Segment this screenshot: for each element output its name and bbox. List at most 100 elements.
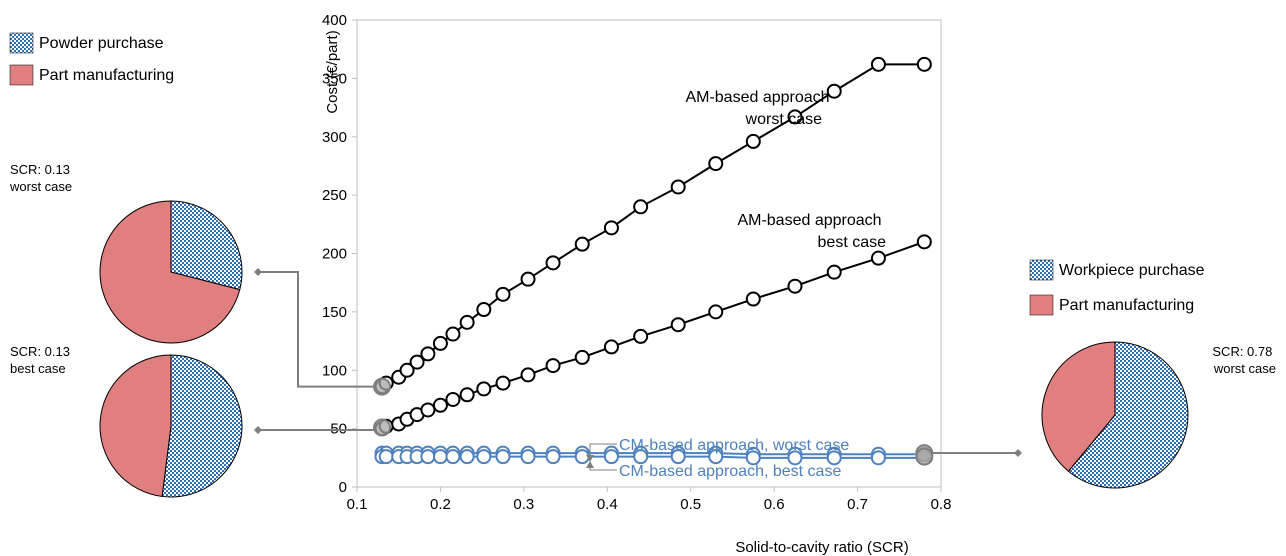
data-point	[420, 449, 436, 465]
connector-line	[258, 271, 375, 388]
data-point	[633, 449, 649, 465]
data-point	[574, 349, 590, 365]
legend-label-workpiece-purchase: Workpiece purchase	[1059, 262, 1205, 279]
data-point	[708, 304, 724, 320]
connector-endpoint	[254, 268, 262, 276]
data-point	[445, 326, 461, 342]
data-point	[745, 450, 761, 466]
x-tick-label: 0.5	[680, 496, 701, 513]
x-axis: 0.1 0.2 0.3 0.4 0.5 0.6 0.7 0.8	[347, 487, 952, 513]
cm-best-label: CM-based approach, best case	[619, 463, 841, 480]
pie-scr-013-best	[99, 354, 243, 498]
data-point	[826, 450, 842, 466]
data-point	[432, 335, 448, 351]
x-axis-label: Solid-to-cavity ratio (SCR)	[735, 539, 908, 556]
cm-best-callout: CM-based approach, best case	[586, 460, 841, 480]
data-point	[495, 449, 511, 465]
pie-caption-scr-078-worst: SCR: 0.78 worst case	[1212, 344, 1276, 376]
data-point	[399, 362, 415, 378]
data-point	[870, 250, 886, 266]
data-point	[495, 286, 511, 302]
data-point	[459, 449, 475, 465]
data-point	[574, 236, 590, 252]
data-point	[633, 199, 649, 215]
pie-caption-scr-013-worst: SCR: 0.13 worst case	[9, 162, 74, 194]
data-point	[670, 179, 686, 195]
y-tick-label: 400	[322, 12, 347, 29]
x-tick-label: 0.8	[931, 496, 952, 513]
data-point	[603, 449, 619, 465]
data-point	[870, 56, 886, 72]
data-point	[420, 402, 436, 418]
data-point	[708, 449, 724, 465]
data-point	[409, 354, 425, 370]
pie-slice	[1041, 341, 1116, 472]
data-point	[603, 220, 619, 236]
series-3	[374, 449, 932, 466]
x-tick-label: 0.6	[764, 496, 785, 513]
legend-label-part-manufacturing-right: Part manufacturing	[1059, 297, 1194, 314]
data-point	[745, 133, 761, 149]
pie-slice	[161, 354, 243, 498]
y-tick-label: 300	[322, 129, 347, 146]
data-point	[545, 255, 561, 271]
pie-slice	[99, 354, 172, 497]
connector-lines	[254, 268, 1022, 457]
series-layer	[374, 56, 932, 466]
y-axis-label: Cost (€/part)	[324, 30, 341, 113]
highlight-point	[373, 377, 392, 396]
y-tick-label: 100	[322, 362, 347, 379]
legend-swatch-workpiece-purchase	[1029, 259, 1054, 281]
data-point	[520, 449, 536, 465]
data-point	[378, 449, 394, 465]
data-point	[445, 449, 461, 465]
data-point	[420, 346, 436, 362]
data-point	[495, 375, 511, 391]
data-point	[633, 328, 649, 344]
pie-slice	[99, 200, 241, 344]
legend-swatch-part-manufacturing	[9, 64, 34, 86]
pie-slice	[1067, 341, 1189, 489]
data-point	[476, 449, 492, 465]
data-point	[745, 291, 761, 307]
y-tick-label: 200	[322, 246, 347, 263]
data-point	[574, 449, 590, 465]
legend-right: Workpiece purchase Part manufacturing	[1029, 259, 1205, 316]
data-point	[476, 302, 492, 318]
data-point	[787, 109, 803, 125]
data-point	[708, 156, 724, 172]
y-tick-label: 250	[322, 187, 347, 204]
data-point	[459, 314, 475, 330]
cm-worst-callout: CM-based approach, worst case	[586, 437, 849, 462]
legend-swatch-part-manufacturing-right	[1029, 294, 1054, 316]
pie-scr-013-worst	[99, 200, 243, 344]
legend-left: Powder purchase Part manufacturing	[9, 32, 174, 86]
data-point	[445, 391, 461, 407]
data-point	[545, 449, 561, 465]
data-point	[520, 271, 536, 287]
data-point	[916, 56, 932, 72]
highlight-point	[915, 447, 934, 466]
legend-swatch-powder-purchase	[9, 32, 34, 54]
series-1	[374, 234, 932, 437]
x-tick-label: 0.4	[597, 496, 618, 513]
am-worst-label: AM-based approach worst case	[685, 89, 834, 128]
am-best-label: AM-based approach best case	[737, 212, 886, 251]
highlight-markers	[373, 377, 934, 466]
data-point	[545, 358, 561, 374]
x-tick-label: 0.2	[430, 496, 451, 513]
data-point	[670, 449, 686, 465]
data-point	[459, 387, 475, 403]
x-tick-label: 0.1	[347, 496, 368, 513]
connector-endpoint	[1014, 449, 1022, 457]
plot-area	[356, 19, 942, 488]
data-point	[520, 367, 536, 383]
data-point	[787, 450, 803, 466]
data-point	[432, 397, 448, 413]
pie-slice	[170, 200, 243, 291]
y-tick-label: 0	[339, 479, 347, 496]
legend-label-powder-purchase: Powder purchase	[39, 35, 164, 52]
x-tick-label: 0.3	[513, 496, 534, 513]
